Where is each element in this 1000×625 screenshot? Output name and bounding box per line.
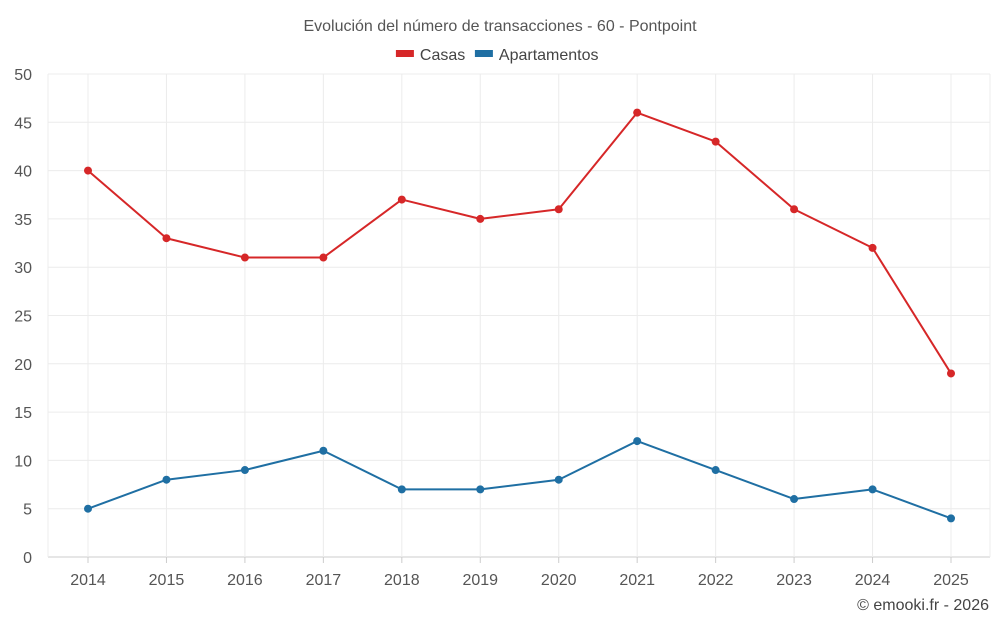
y-tick-label: 45 [14,115,32,132]
data-point-casas [397,195,406,204]
data-point-casas [790,205,799,214]
series-line-apartamentos [87,440,952,520]
x-tick-label: 2017 [306,572,342,589]
y-tick-label: 40 [14,164,32,181]
series-line-casas [87,111,952,374]
data-point-apartamentos [319,446,328,455]
x-tick-label: 2023 [776,572,812,589]
x-tick-label: 2022 [698,572,734,589]
chart-title: Evolución del número de transacciones - … [303,18,697,35]
data-point-apartamentos [711,466,720,475]
y-tick-label: 20 [14,357,32,374]
y-tick-label: 35 [14,212,32,229]
data-point-casas [162,234,171,243]
legend-label-casas: Casas [420,47,465,64]
x-tick-label: 2018 [384,572,420,589]
data-point-casas [319,253,328,262]
credit-text: © emooki.fr - 2026 [857,597,989,614]
y-tick-label: 15 [14,405,32,422]
x-tick-label: 2021 [619,572,655,589]
data-point-apartamentos [84,504,92,513]
data-point-casas [947,369,955,378]
data-point-apartamentos [554,475,563,484]
y-tick-label: 0 [23,550,32,567]
data-point-casas [240,253,249,262]
data-point-apartamentos [947,514,955,523]
data-point-casas [476,214,485,223]
data-point-casas [554,205,563,214]
data-point-apartamentos [868,485,877,494]
x-tick-label: 2020 [541,572,577,589]
x-tick-label: 2024 [855,572,891,589]
x-tick-label: 2016 [227,572,263,589]
data-point-casas [84,166,92,175]
data-point-casas [633,108,642,117]
legend-item-apartamentos[interactable]: Apartamentos [474,47,599,64]
y-tick-label: 10 [14,453,32,470]
series-casas [84,108,955,378]
x-tick-label: 2019 [462,572,498,589]
x-tick-label: 2014 [70,572,106,589]
series-apartamentos [84,437,955,523]
y-tick-label: 5 [23,502,32,519]
data-point-apartamentos [633,437,642,446]
legend-swatch-apartamentos [474,50,493,57]
data-point-casas [711,137,720,146]
legend-label-apartamentos: Apartamentos [499,47,599,64]
data-point-apartamentos [476,485,485,494]
data-point-casas [868,243,877,252]
series [84,108,955,523]
legend-item-casas[interactable]: Casas [395,47,465,64]
data-point-apartamentos [397,485,406,494]
grid [47,73,991,558]
x-tick-label: 2015 [149,572,185,589]
legend[interactable]: Casas Apartamentos [395,47,599,64]
data-point-apartamentos [240,466,249,475]
x-tick-label: 2025 [933,572,969,589]
y-tick-label: 25 [14,309,32,326]
y-tick-label: 30 [14,260,32,277]
data-point-apartamentos [162,475,171,484]
data-point-apartamentos [790,495,799,504]
y-tick-label: 50 [14,67,32,84]
legend-swatch-casas [395,50,414,57]
